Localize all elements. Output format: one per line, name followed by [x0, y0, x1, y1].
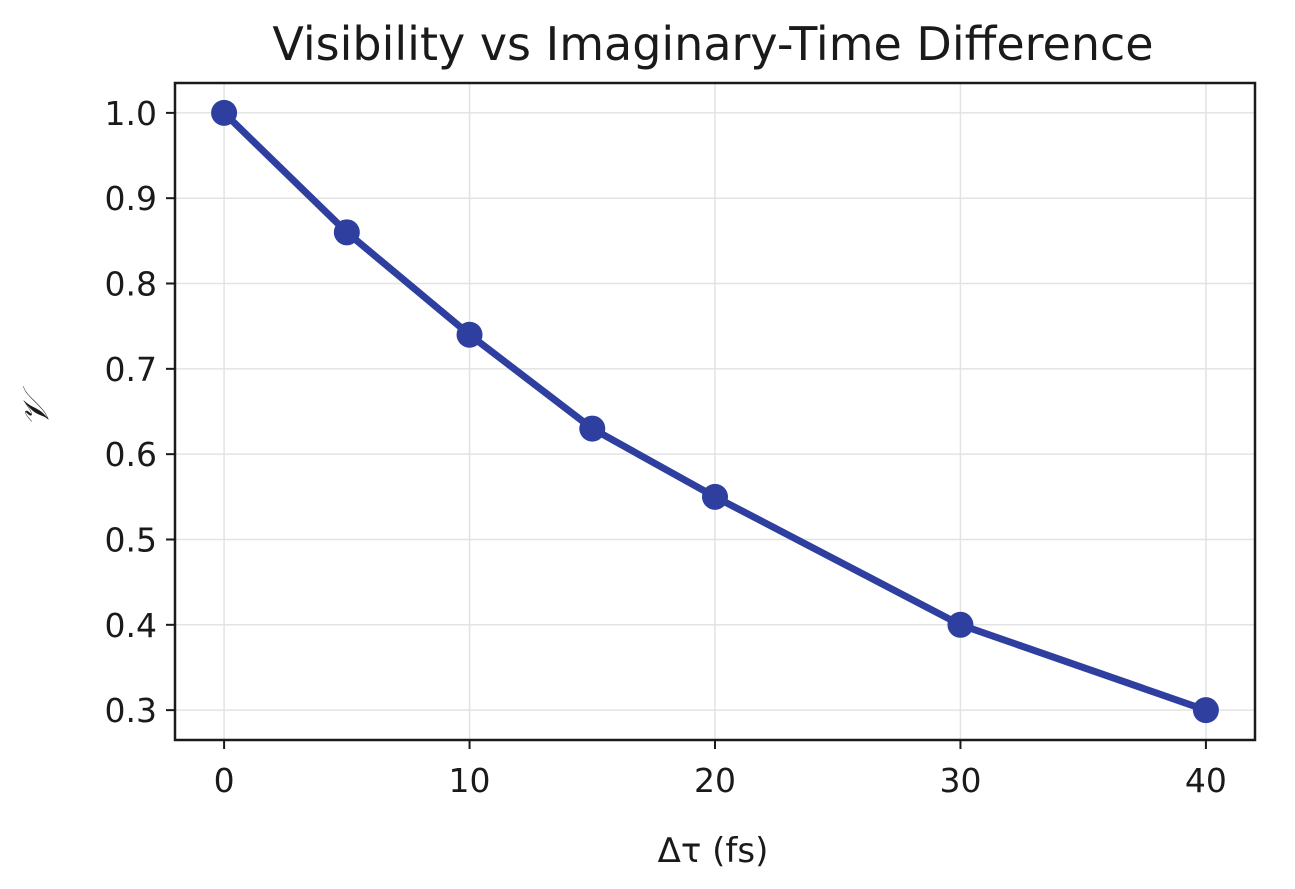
x-tick-label: 20 [694, 761, 736, 800]
y-tick-label: 0.8 [105, 265, 157, 304]
x-tick-label: 0 [214, 761, 235, 800]
data-point [579, 415, 606, 442]
data-point [702, 483, 728, 510]
x-tick-label: 30 [939, 761, 981, 800]
data-point [947, 611, 974, 638]
data-point [211, 99, 238, 126]
chart-title: Visibility vs Imaginary-Time Difference [272, 17, 1153, 71]
series-layer [211, 99, 1219, 724]
y-tick-label: 1.0 [105, 94, 157, 133]
x-axis-ticks: 0 10 20 30 40 [214, 740, 1227, 800]
y-tick-label: 0.9 [105, 179, 157, 218]
y-tick-label: 0.7 [105, 350, 157, 389]
y-axis-ticks: 0.3 0.4 0.5 0.6 0.7 0.8 0.9 1.0 [105, 94, 175, 730]
y-tick-label: 0.4 [105, 606, 157, 645]
y-tick-label: 0.6 [105, 435, 157, 474]
data-point [1192, 697, 1219, 724]
grid [175, 83, 1255, 740]
data-point [333, 219, 360, 246]
y-tick-label: 0.3 [105, 691, 157, 730]
y-tick-label: 0.5 [105, 520, 157, 559]
x-axis-label: Δτ (fs) [658, 831, 769, 871]
x-tick-label: 10 [449, 761, 491, 800]
x-tick-label: 40 [1185, 761, 1227, 800]
data-point [456, 321, 483, 348]
